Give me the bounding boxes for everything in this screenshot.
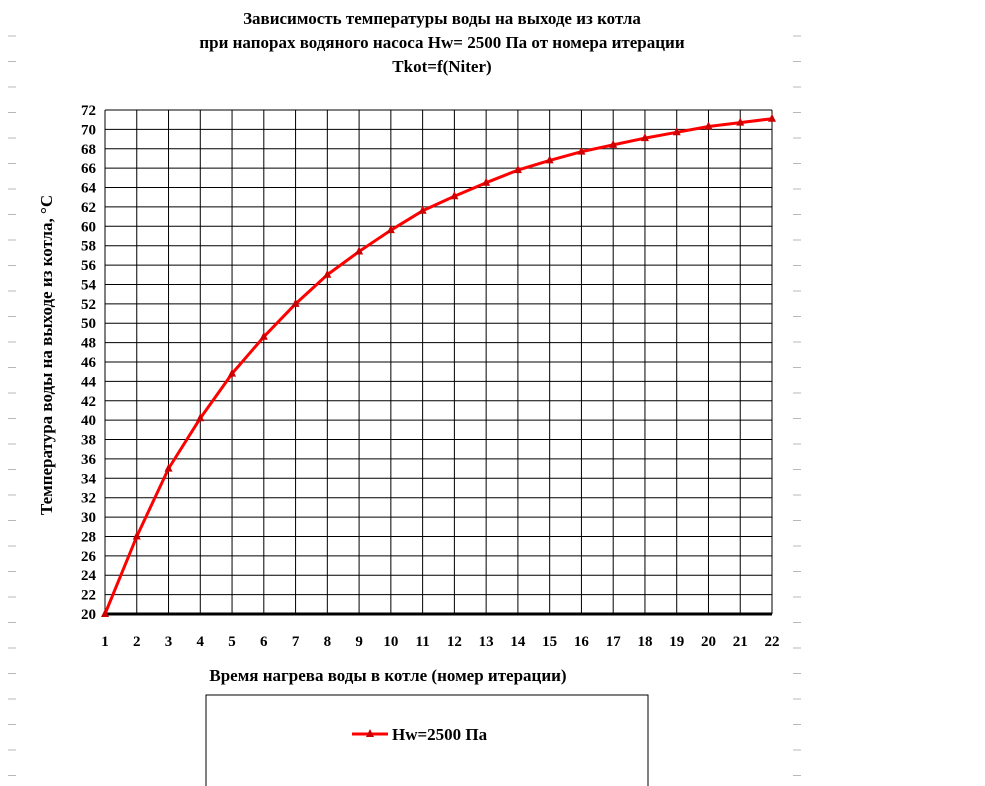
x-tick-label: 9 [355, 634, 363, 650]
data-point [101, 609, 109, 617]
data-point [736, 117, 745, 126]
x-tick-label: 11 [416, 634, 430, 650]
y-tick-label: 46 [81, 355, 97, 371]
data-point [323, 269, 332, 278]
legend: Hw=2500 Па [205, 694, 649, 786]
y-tick-label: 44 [81, 374, 97, 390]
x-tick-label: 21 [733, 634, 748, 650]
y-tick-label: 22 [81, 588, 96, 604]
chart-title-line-3: Tkot=f(Niter) [392, 57, 491, 76]
data-point [291, 298, 300, 307]
y-tick-label: 32 [81, 491, 96, 507]
series-layer [101, 113, 776, 617]
y-tick-label: 24 [81, 568, 97, 584]
x-tick-label: 22 [765, 634, 780, 650]
x-tick-label: 16 [574, 634, 590, 650]
y-tick-label: 50 [81, 316, 96, 332]
x-tick-label: 18 [637, 634, 652, 650]
y-tick-label: 42 [81, 394, 96, 410]
y-tick-labels: 20 22 24 26 28 30 32 34 36 38 40 42 44 46 48 50 52 54 56 58… [81, 103, 97, 623]
data-point [482, 177, 491, 186]
x-tick-label: 14 [510, 634, 526, 650]
legend-marker [366, 729, 374, 737]
x-tick-label: 20 [701, 634, 716, 650]
y-tick-label: 70 [81, 122, 96, 138]
y-tick-label: 34 [81, 471, 97, 487]
data-point [355, 246, 364, 255]
x-tick-label: 10 [383, 634, 398, 650]
legend-label: Hw=2500 Па [392, 725, 488, 744]
y-tick-label: 48 [81, 336, 96, 352]
y-tick-label: 26 [81, 549, 97, 565]
y-tick-label: 30 [81, 510, 96, 526]
x-tick-label: 6 [260, 634, 268, 650]
data-point [609, 139, 618, 148]
y-tick-label: 52 [81, 297, 96, 313]
data-point [513, 165, 522, 174]
x-tick-label: 4 [197, 634, 205, 650]
x-tick-label: 19 [669, 634, 684, 650]
x-tick-label: 17 [606, 634, 622, 650]
y-tick-label: 56 [81, 258, 97, 274]
y-tick-label: 28 [81, 529, 96, 545]
data-point [196, 413, 205, 422]
data-point [577, 146, 586, 155]
data-point [418, 205, 427, 214]
data-point [768, 113, 776, 122]
y-tick-label: 54 [81, 277, 97, 293]
x-tick-label: 5 [228, 634, 236, 650]
y-tick-label: 40 [81, 413, 96, 429]
y-tick-label: 36 [81, 452, 97, 468]
y-tick-label: 20 [81, 607, 96, 623]
chart-title-line-1: Зависимость температуры воды на выходе и… [243, 9, 641, 28]
data-point [386, 225, 395, 234]
y-tick-label: 62 [81, 200, 96, 216]
legend-box [205, 694, 649, 786]
x-tick-labels: 1 2 3 4 5 6 7 8 9 10 11 12 13 14 15 16 17 18 19 20 21 22 [101, 634, 779, 650]
data-point [132, 531, 141, 540]
y-tick-label: 68 [81, 142, 96, 158]
grid [104, 109, 773, 616]
chart-title-line-2: при напорах водяного насоса Hw= 2500 Па … [199, 33, 684, 52]
x-tick-label: 3 [165, 634, 173, 650]
y-tick-label: 64 [81, 181, 97, 197]
data-point [450, 191, 459, 200]
y-tick-label: 58 [81, 239, 96, 255]
y-tick-label: 60 [81, 219, 96, 235]
y-tick-label: 38 [81, 433, 96, 449]
series-line [103, 117, 774, 616]
data-point [259, 331, 268, 340]
x-tick-label: 8 [324, 634, 332, 650]
x-tick-label: 7 [292, 634, 300, 650]
x-axis-label: Время нагрева воды в котле (номер итерац… [209, 666, 566, 685]
x-tick-label: 12 [447, 634, 462, 650]
y-axis-label: Температура воды на выходе из котла, °С [37, 195, 56, 515]
x-tick-label: 15 [542, 634, 557, 650]
x-tick-label: 1 [101, 634, 109, 650]
y-tick-label: 72 [81, 103, 96, 119]
data-point [704, 121, 713, 130]
data-point [164, 463, 173, 472]
y-tick-label: 66 [81, 161, 97, 177]
data-point [545, 155, 554, 164]
x-tick-label: 13 [479, 634, 494, 650]
x-tick-label: 2 [133, 634, 141, 650]
side-dash-marks [8, 35, 801, 776]
data-point [640, 133, 649, 142]
data-point [228, 368, 237, 377]
data-point [672, 127, 681, 136]
